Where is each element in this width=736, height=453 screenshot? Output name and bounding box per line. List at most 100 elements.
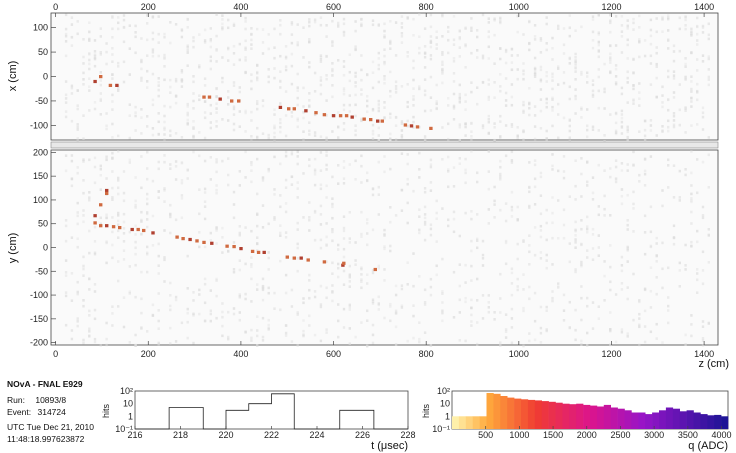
xz-hit (292, 107, 296, 111)
xz-hit (207, 95, 212, 99)
view-divider[interactable] (50, 141, 719, 149)
yz-y-tick-label: -150 (30, 314, 48, 324)
charge-bar (479, 416, 487, 429)
yz-hit (342, 261, 346, 265)
event-value: 314724 (37, 407, 66, 417)
charge-x-tick-label: 2500 (610, 430, 630, 440)
charge-bar (548, 401, 556, 429)
charge-x-tick-label: 3000 (644, 430, 664, 440)
charge-bar (700, 414, 708, 429)
charge-bar (721, 416, 729, 429)
yz-y-tick-label: 150 (33, 171, 48, 181)
time-x-tick-label: 216 (127, 430, 142, 440)
yz-y-tick-label: -100 (30, 290, 48, 300)
charge-bar (486, 393, 494, 429)
yz-hit (250, 249, 255, 253)
yz-hit (195, 239, 199, 243)
xz-y-axis-label: x (cm) (7, 61, 19, 92)
xz-track-hits (93, 75, 433, 130)
yz-hit (93, 214, 97, 218)
yz-y-tick-label: -200 (30, 338, 48, 348)
charge-histogram-y-label: hits (421, 404, 431, 419)
yz-hit (93, 221, 97, 225)
time-y-tick-label: 10² (120, 386, 133, 396)
time-histogram-panel[interactable]: 216 218 220 222 224 226 228 10² 10 1 10⁻¹ hits t (… (101, 386, 416, 452)
time-x-tick-label: 228 (400, 430, 415, 440)
event-info-title: NOvA - FNAL E929 (7, 379, 83, 389)
xz-hit (278, 105, 283, 109)
xz-hit (429, 126, 433, 130)
xz-hit (380, 119, 384, 123)
yz-hit (130, 227, 134, 232)
xz-hit (409, 124, 414, 128)
charge-bar (541, 401, 549, 429)
yz-hit (175, 235, 179, 239)
event-number-info: Event: 314724 (7, 407, 66, 417)
xz-hit (344, 114, 349, 118)
charge-y-tick-label: 10 (440, 399, 450, 409)
xz-x-tick-label: 1000 (509, 2, 529, 12)
yz-hit (373, 267, 377, 272)
charge-bar (686, 410, 694, 429)
yz-hit (232, 245, 236, 249)
xz-hit (314, 111, 318, 115)
time-x-tick-label: 226 (355, 430, 370, 440)
charge-bar (610, 407, 618, 429)
charge-bar (452, 416, 460, 429)
yz-hit (99, 203, 103, 207)
yz-x-axis-label: z (cm) (698, 358, 729, 370)
charge-bar (631, 412, 639, 429)
time-x-tick-label: 220 (218, 430, 233, 440)
xz-y-tick-label: 50 (38, 47, 48, 57)
xz-x-tick-label: 400 (233, 2, 248, 12)
yz-hit (210, 241, 214, 245)
charge-y-tick-label: 1 (445, 411, 450, 421)
time-histogram-bars (135, 393, 408, 430)
charge-histogram-bars (452, 393, 729, 429)
yz-x-tick-label: 1400 (694, 349, 714, 359)
xz-hit (376, 119, 380, 123)
charge-bar (458, 416, 467, 429)
time-y-tick-label: 10⁻¹ (115, 424, 133, 434)
charge-x-tick-label: 2000 (577, 430, 597, 440)
yz-hit (151, 231, 155, 235)
xz-y-tick-label: 0 (43, 72, 48, 82)
time-x-tick-label: 222 (264, 430, 279, 440)
yz-view-panel[interactable]: 0 200 400 600 800 1000 1200 1400 200 150 100 50 0 -50… (7, 147, 729, 370)
run-info: Run: 10893/8 (7, 395, 66, 405)
charge-bar (714, 414, 722, 429)
time-histogram-x-label: t (μsec) (371, 440, 408, 452)
yz-x-tick-label: 1200 (601, 349, 621, 359)
event-label: Event: (7, 407, 32, 417)
yz-hit (322, 260, 327, 264)
yz-hit (105, 224, 109, 228)
xz-x-tick-label: 1200 (601, 2, 621, 12)
yz-hit (105, 188, 109, 193)
yz-y-tick-label: 50 (38, 219, 48, 229)
time-y-tick-label: 10 (123, 399, 133, 409)
yz-hit (292, 256, 296, 260)
charge-bar (659, 410, 667, 429)
charge-x-tick-label: 1000 (509, 430, 529, 440)
yz-hit (256, 250, 261, 254)
run-label: Run: (7, 395, 25, 405)
charge-bar (583, 404, 591, 429)
charge-bar (617, 408, 625, 429)
yz-background-hits (64, 150, 710, 348)
yz-y-tick-label: 0 (43, 243, 48, 253)
xz-x-tick-label: 600 (326, 2, 341, 12)
xz-x-tick-label: 800 (419, 2, 434, 12)
yz-y-tick-label: -50 (35, 266, 48, 276)
xz-view-panel[interactable]: 0 200 400 600 800 1000 1200 1400 100 50 0 -50 -100 x… (7, 2, 719, 143)
yz-hit (239, 247, 243, 251)
charge-bar (507, 397, 515, 429)
xz-background-hits (64, 13, 710, 143)
yz-track-hits (93, 188, 377, 272)
charge-bar (665, 407, 674, 429)
xz-x-tick-label: 200 (141, 2, 156, 12)
yz-view-frame (50, 149, 719, 346)
charge-bar (638, 412, 646, 429)
charge-histogram-panel[interactable]: 500 1000 1500 2000 2500 3000 3500 4000 10² 10 1 10⁻… (421, 386, 732, 452)
yz-hit (285, 255, 289, 259)
time-y-tick-label: 1 (128, 411, 133, 421)
